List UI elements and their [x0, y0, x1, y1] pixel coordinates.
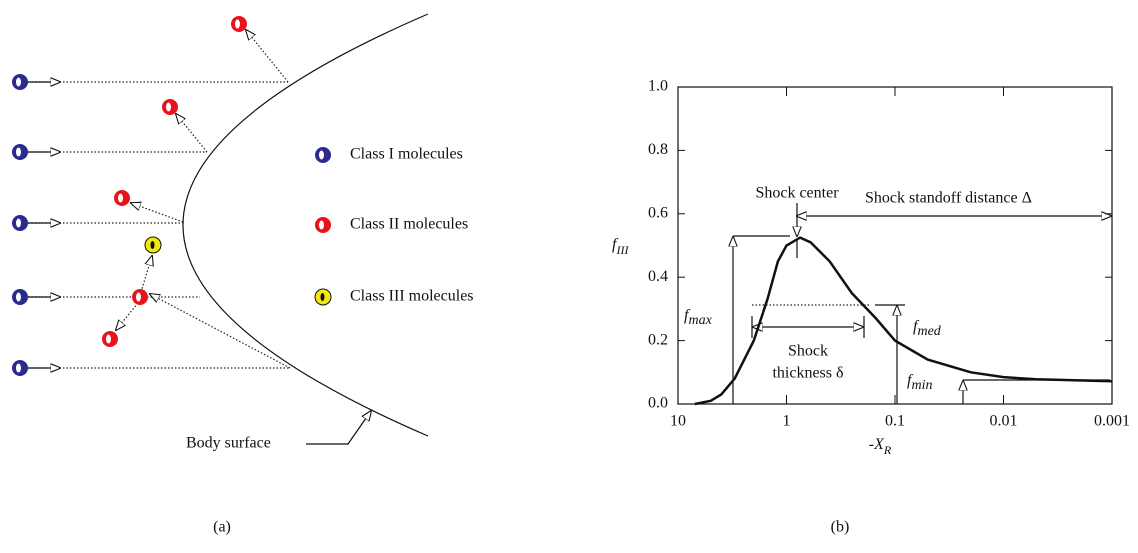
y-tick-label: 0.4 — [648, 268, 668, 285]
annotation: Shock center — [755, 185, 839, 202]
y-tick-label: 0.2 — [648, 331, 668, 348]
panel-b: (b) fIII -XR Shock center Shock standoff… — [612, 78, 1130, 536]
legend-label: Class I molecules — [350, 146, 463, 163]
molecules — [12, 16, 247, 376]
legend-label: Class II molecules — [350, 216, 468, 233]
y-tick-label: 0.0 — [648, 395, 668, 412]
surface-label: Body surface — [186, 435, 271, 452]
x-axis-label: -XR — [869, 436, 892, 457]
annotation: fmax — [684, 307, 713, 329]
x-tick-label: 1 — [783, 413, 791, 430]
y-axis-label: fIII — [612, 236, 629, 257]
annotation: fmin — [907, 372, 932, 394]
panel-a: Class I molecules Class II molecules Cla… — [12, 13, 474, 536]
x-tick-label: 0.01 — [990, 413, 1018, 430]
legend-label: Class III molecules — [350, 288, 474, 305]
plot-frame — [677, 86, 1113, 405]
y-tick-label: 0.8 — [648, 141, 668, 158]
body-surface — [182, 13, 429, 437]
caption: (b) — [831, 519, 850, 536]
x-tick-label: 0.001 — [1094, 413, 1130, 430]
annotation: Shock — [788, 343, 828, 360]
annotation: thickness δ — [772, 365, 843, 382]
y-tick-label: 0.6 — [648, 204, 668, 221]
reflected-paths — [116, 30, 291, 369]
x-tick-label: 10 — [670, 413, 686, 430]
annotation: Shock standoff distance Δ — [865, 190, 1032, 207]
caption: (a) — [213, 519, 231, 536]
y-tick-label: 1.0 — [648, 78, 668, 95]
data-line — [694, 236, 1113, 406]
x-tick-label: 0.1 — [885, 413, 905, 430]
incoming-paths — [28, 82, 290, 368]
annotation: fmed — [913, 318, 942, 340]
